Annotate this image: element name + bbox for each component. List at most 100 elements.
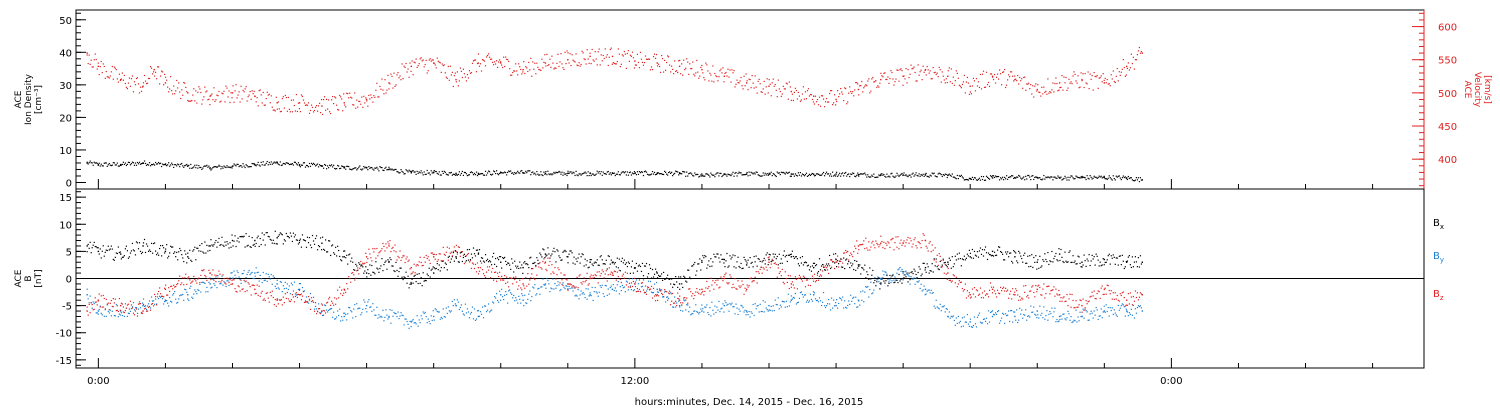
data-point bbox=[852, 263, 854, 265]
data-point bbox=[298, 163, 301, 166]
data-point bbox=[695, 304, 697, 306]
data-point bbox=[731, 173, 733, 175]
data-point bbox=[944, 311, 946, 313]
data-point bbox=[981, 248, 984, 251]
data-point bbox=[118, 313, 120, 315]
data-point bbox=[609, 48, 611, 51]
data-point bbox=[485, 259, 488, 262]
data-point bbox=[820, 174, 823, 176]
data-point bbox=[117, 165, 119, 167]
data-point bbox=[833, 253, 835, 255]
data-point bbox=[923, 285, 925, 287]
data-point bbox=[537, 66, 539, 68]
data-point bbox=[928, 272, 930, 274]
data-point bbox=[217, 275, 219, 277]
y-tick-label: 10 bbox=[59, 146, 72, 157]
data-point bbox=[1104, 77, 1106, 80]
data-point bbox=[1056, 318, 1058, 321]
data-point bbox=[1021, 309, 1023, 311]
data-point bbox=[621, 54, 623, 56]
data-point bbox=[343, 312, 345, 314]
axis-title-line: ACE bbox=[1462, 81, 1472, 99]
data-point bbox=[1037, 314, 1039, 316]
data-point bbox=[371, 167, 373, 169]
data-point bbox=[432, 171, 434, 173]
data-point bbox=[644, 285, 647, 287]
data-point bbox=[557, 53, 559, 55]
data-point bbox=[390, 322, 392, 324]
data-point bbox=[377, 168, 379, 170]
data-point bbox=[932, 271, 934, 273]
data-point bbox=[1133, 68, 1135, 70]
data-point bbox=[332, 316, 334, 318]
data-point bbox=[229, 166, 231, 169]
data-point bbox=[902, 279, 904, 281]
data-point bbox=[1099, 261, 1101, 263]
data-point bbox=[142, 245, 144, 247]
data-point bbox=[418, 63, 420, 65]
data-point bbox=[458, 308, 460, 311]
data-point bbox=[906, 175, 908, 177]
data-point bbox=[97, 250, 100, 253]
data-point bbox=[410, 281, 412, 284]
data-point bbox=[362, 266, 364, 268]
data-point bbox=[190, 259, 192, 261]
data-point bbox=[656, 272, 658, 274]
data-point bbox=[370, 274, 372, 276]
data-point bbox=[1128, 177, 1130, 180]
data-point bbox=[284, 293, 286, 295]
data-point bbox=[1059, 259, 1061, 262]
data-point bbox=[187, 298, 189, 300]
data-point bbox=[254, 275, 256, 277]
data-point bbox=[802, 86, 805, 88]
data-point bbox=[700, 174, 702, 176]
data-point bbox=[905, 174, 907, 176]
data-point bbox=[151, 73, 154, 75]
data-point bbox=[250, 294, 252, 296]
data-point bbox=[365, 166, 367, 168]
data-point bbox=[147, 250, 150, 252]
data-point bbox=[965, 321, 967, 323]
data-point bbox=[1111, 257, 1113, 259]
data-point bbox=[730, 258, 732, 260]
data-point bbox=[120, 78, 122, 81]
data-point bbox=[162, 163, 164, 165]
data-point bbox=[148, 162, 151, 164]
data-point bbox=[337, 108, 339, 111]
data-point bbox=[896, 172, 898, 174]
data-point bbox=[982, 318, 985, 321]
data-point bbox=[370, 306, 372, 308]
data-point bbox=[491, 256, 494, 258]
data-point bbox=[842, 172, 844, 174]
data-point bbox=[758, 78, 760, 81]
data-point bbox=[590, 174, 592, 177]
axis-title-line: Ion Density bbox=[24, 73, 34, 125]
data-point bbox=[1140, 263, 1143, 265]
data-point bbox=[466, 174, 469, 177]
data-point bbox=[656, 65, 659, 67]
data-point bbox=[556, 62, 558, 64]
data-point bbox=[534, 261, 536, 264]
data-point bbox=[971, 176, 974, 178]
data-point bbox=[356, 265, 358, 267]
data-point bbox=[569, 53, 571, 55]
data-point bbox=[616, 60, 618, 63]
data-point bbox=[1005, 86, 1007, 89]
data-point bbox=[1007, 251, 1009, 253]
data-point bbox=[245, 164, 247, 166]
data-point bbox=[175, 90, 177, 92]
data-point bbox=[1083, 254, 1085, 256]
data-point bbox=[251, 236, 253, 239]
data-point bbox=[91, 303, 93, 306]
data-point bbox=[252, 93, 254, 95]
data-point bbox=[1066, 179, 1068, 181]
data-point bbox=[781, 93, 783, 95]
data-point bbox=[743, 311, 745, 313]
data-point bbox=[411, 60, 413, 62]
data-point bbox=[160, 244, 162, 247]
data-point bbox=[547, 64, 549, 67]
data-point bbox=[567, 256, 569, 258]
data-point bbox=[224, 166, 226, 168]
data-point bbox=[1138, 266, 1141, 268]
data-point bbox=[816, 272, 819, 274]
